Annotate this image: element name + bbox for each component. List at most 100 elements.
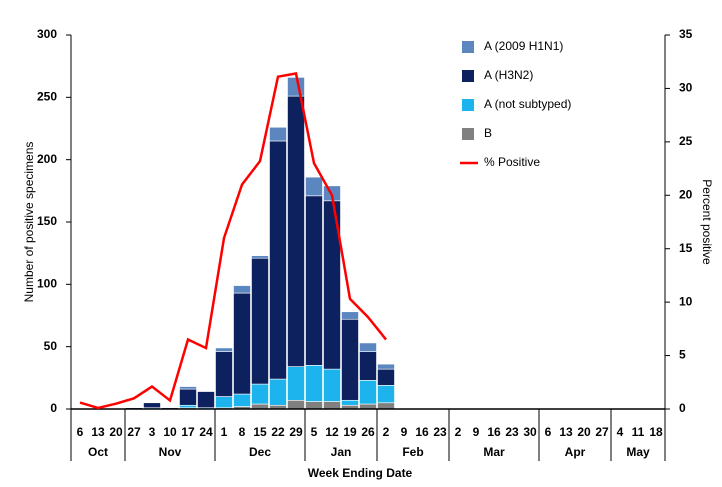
- bar-segment: [251, 257, 269, 385]
- x-group-label: Oct: [88, 445, 108, 459]
- y2-tick-label: 20: [679, 187, 693, 201]
- y2-tick-label: 30: [679, 81, 693, 95]
- x-tick-label: 23: [433, 425, 447, 439]
- x-tick-label: 27: [127, 425, 141, 439]
- x-tick-label: 3: [149, 425, 156, 439]
- bar-segment: [377, 402, 395, 410]
- x-tick-label: 30: [523, 425, 537, 439]
- bar-segment: [269, 126, 287, 142]
- bar-segment: [269, 378, 287, 406]
- legend-label: A (H3N2): [484, 68, 533, 82]
- x-tick-label: 6: [77, 425, 84, 439]
- bar-segment: [377, 363, 395, 370]
- legend-label: A (2009 H1N1): [484, 39, 563, 53]
- y2-tick-label: 5: [679, 348, 686, 362]
- bar-segment: [341, 311, 359, 320]
- x-tick-label: 13: [559, 425, 573, 439]
- x-tick-label: 27: [595, 425, 609, 439]
- bar-segment: [359, 342, 377, 352]
- x-tick-label: 24: [199, 425, 213, 439]
- y-tick-label: 250: [37, 90, 57, 104]
- line-series: [79, 72, 387, 410]
- legend-label: % Positive: [484, 155, 540, 169]
- x-tick-label: 12: [325, 425, 339, 439]
- bar-segment: [341, 318, 359, 401]
- x-tick-label: 2: [383, 425, 390, 439]
- y-tick-label: 50: [44, 339, 58, 353]
- bar-segment: [179, 388, 197, 406]
- x-tick-label: 29: [289, 425, 303, 439]
- bar-segment: [305, 365, 323, 402]
- legend-swatch: [462, 70, 474, 82]
- x-tick-label: 20: [109, 425, 123, 439]
- x-tick-label: 20: [577, 425, 591, 439]
- x-tick-label: 16: [487, 425, 501, 439]
- bar-segment: [233, 285, 251, 294]
- y2-tick-label: 35: [679, 27, 693, 41]
- bar-segment: [359, 351, 377, 381]
- bar-segment: [269, 140, 287, 380]
- y-tick-label: 200: [37, 152, 57, 166]
- x-tick-label: 11: [632, 425, 645, 439]
- bar-segment: [233, 292, 251, 395]
- bar-segment: [287, 95, 305, 367]
- x-group-label: Nov: [159, 445, 182, 459]
- y-tick-label: 150: [37, 214, 57, 228]
- bar-segment: [215, 396, 233, 409]
- x-group-label: Jan: [331, 445, 352, 459]
- legend-swatch: [462, 128, 474, 140]
- bar-segment: [197, 391, 215, 409]
- y2-axis-title: Percent positive: [700, 179, 714, 265]
- bar-segment: [251, 383, 269, 405]
- bar-segment: [233, 393, 251, 407]
- x-tick-label: 23: [505, 425, 519, 439]
- bar-segment: [215, 351, 233, 397]
- y-tick-label: 100: [37, 277, 57, 291]
- bar-segment: [215, 347, 233, 352]
- bar-segment: [305, 401, 323, 410]
- x-tick-label: 18: [649, 425, 663, 439]
- bar-segment: [341, 399, 359, 406]
- legend-swatch: [462, 41, 474, 53]
- x-tick-label: 26: [361, 425, 375, 439]
- x-axis-title: Week Ending Date: [308, 466, 413, 480]
- bar-segment: [359, 380, 377, 405]
- bar-segment: [305, 176, 323, 197]
- x-tick-label: 2: [455, 425, 462, 439]
- x-tick-label: 16: [415, 425, 429, 439]
- y-tick-label: 0: [50, 401, 57, 415]
- bar-segment: [251, 255, 269, 259]
- y2-tick-label: 25: [679, 134, 693, 148]
- x-group-label: May: [626, 445, 650, 459]
- x-tick-label: 19: [343, 425, 357, 439]
- y-axis-title: Number of positive specimens: [22, 142, 36, 303]
- x-tick-label: 13: [91, 425, 105, 439]
- x-tick-label: 17: [181, 425, 195, 439]
- x-tick-label: 8: [239, 425, 246, 439]
- bar-segment: [287, 366, 305, 401]
- x-tick-label: 9: [473, 425, 480, 439]
- legend-label: A (not subtyped): [484, 97, 571, 111]
- bar-segment: [377, 368, 395, 386]
- bar-segment: [179, 404, 197, 409]
- bar-segment: [179, 386, 197, 390]
- y2-tick-label: 0: [679, 401, 686, 415]
- x-tick-label: 6: [545, 425, 552, 439]
- legend-label: B: [484, 126, 492, 140]
- y2-tick-label: 10: [679, 294, 693, 308]
- x-group-label: Feb: [402, 445, 423, 459]
- bar-segment: [287, 399, 305, 410]
- x-group-label: Apr: [565, 445, 586, 459]
- y-tick-label: 300: [37, 27, 57, 41]
- x-tick-label: 5: [311, 425, 318, 439]
- bar-segment: [377, 385, 395, 404]
- bar-segment: [287, 77, 305, 97]
- x-tick-label: 1: [221, 425, 228, 439]
- legend-swatch: [462, 99, 474, 111]
- x-tick-label: 22: [271, 425, 285, 439]
- x-tick-label: 9: [401, 425, 408, 439]
- x-tick-label: 10: [163, 425, 177, 439]
- bar-segment: [323, 368, 341, 402]
- y2-tick-label: 15: [679, 241, 693, 255]
